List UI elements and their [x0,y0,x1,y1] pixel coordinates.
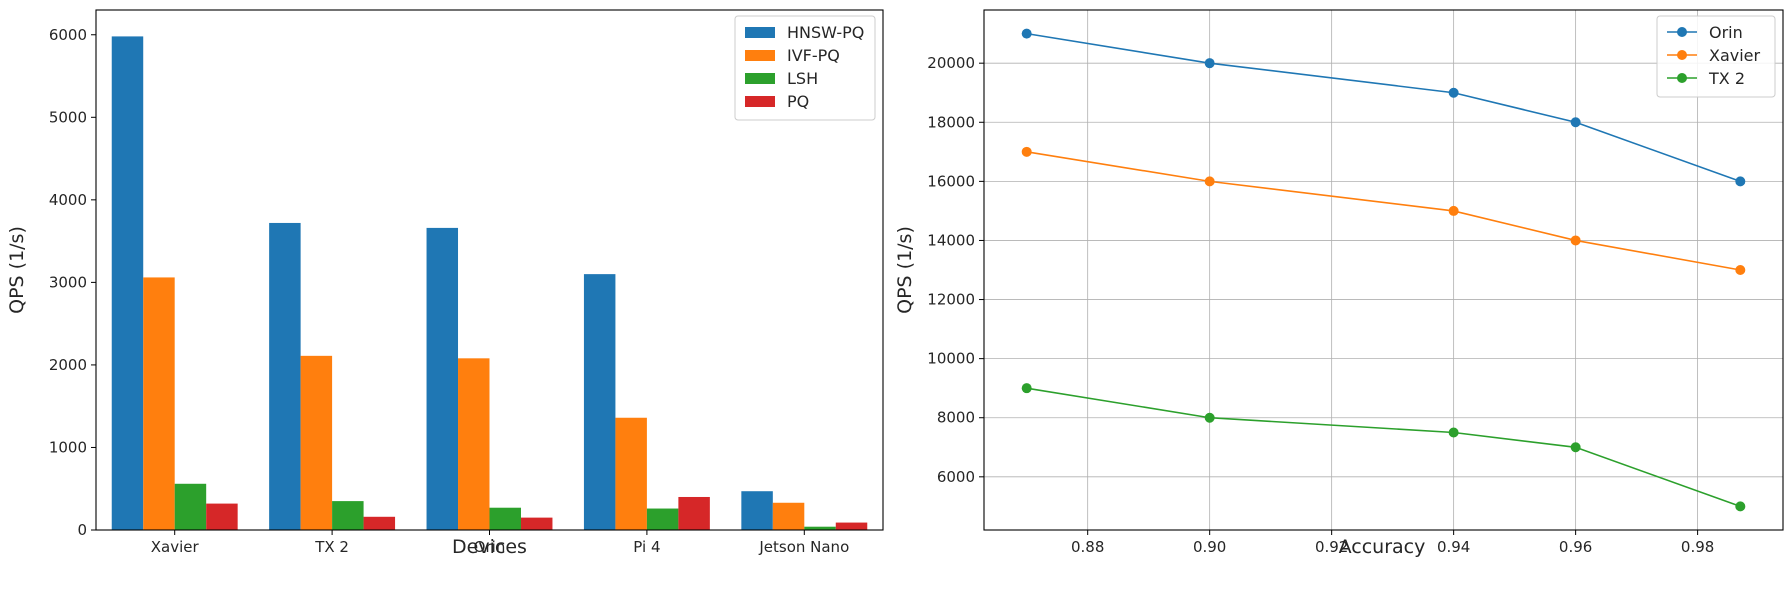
line-y-tick-label: 6000 [937,468,975,486]
bar-legend-swatch-hnsw-pq [745,27,775,38]
line-point-xavier [1570,235,1581,246]
line-grid [984,10,1783,530]
line-point-xavier [1021,146,1032,157]
bar-legend-swatch-pq [745,96,775,107]
line-point-tx-2 [1204,412,1215,423]
line-y-ticks: 6000 8000 10000 12000 14000 16000 18000 20000 [927,54,984,486]
line-legend-marker-xavier [1677,50,1687,60]
line-point-xavier [1448,205,1459,216]
bar-lsh-jetson-nano [804,526,836,530]
line-y-tick-label: 8000 [937,409,975,427]
bar-y-tick-label: 3000 [49,273,87,291]
bar-legend-label: HNSW-PQ [787,23,864,42]
bar-lsh-tx-2 [332,501,364,530]
line-point-tx-2 [1570,442,1581,453]
line-y-axis-title: QPS (1/s) [894,226,916,314]
line-x-tick-label: 0.92 [1315,538,1348,556]
line-x-tick-label: 0.98 [1681,538,1714,556]
bar-legend-swatch-ivf-pq [745,50,775,61]
bar-hnsw-pq-jetson-nano [741,491,773,530]
bar-x-ticks: Xavier TX 2 Orin Pi 4 Jetson Nano [151,530,849,556]
bar-hnsw-pq-orin [426,227,459,530]
bar-pq-tx-2 [363,516,396,530]
line-marks [1021,28,1746,512]
line-x-ticks: 0.88 0.90 0.92 0.94 0.96 0.98 [1071,530,1714,556]
bar-pq-jetson-nano [835,522,868,530]
bar-legend-label: PQ [787,92,809,111]
line-point-orin [1021,28,1032,39]
line-point-orin [1204,58,1215,69]
line-x-tick-label: 0.88 [1071,538,1104,556]
bar-x-tick-label: Xavier [151,538,200,556]
line-point-orin [1570,117,1581,128]
bar-lsh-orin [489,507,521,530]
bar-legend: HNSW-PQ IVF-PQ LSH PQ [734,15,876,121]
bar-hnsw-pq-xavier [111,36,144,530]
line-point-xavier [1735,265,1746,275]
bar-lsh-pi-4 [646,508,679,530]
line-point-orin [1735,176,1746,187]
bar-y-tick-label: 4000 [49,191,87,209]
bar-x-tick-label: TX 2 [314,538,349,556]
bar-legend-swatch-lsh [745,73,775,84]
bar-y-tick-label: 5000 [49,108,87,126]
line-legend-marker-orin [1677,27,1687,37]
line-legend-label: TX 2 [1708,69,1745,88]
line-y-tick-label: 16000 [927,172,975,190]
bar-hnsw-pq-pi-4 [583,274,616,530]
bar-ivf-pq-orin [458,358,490,530]
bar-hnsw-pq-tx-2 [269,222,301,530]
bar-y-tick-label: 2000 [49,356,87,374]
line-plot-frame [983,9,1784,531]
bar-x-tick-label: Jetson Nano [758,538,849,556]
bar-y-tick-label: 1000 [49,438,87,456]
bar-legend-label: IVF-PQ [787,46,840,65]
bar-y-ticks: 0 1000 2000 3000 4000 5000 6000 [49,26,96,539]
bar-pq-orin [520,517,553,530]
bar-x-tick-label: Orin [474,538,506,556]
line-x-axis-title: Accuracy [1339,536,1426,558]
bar-ivf-pq-tx-2 [300,355,333,530]
line-x-tick-label: 0.90 [1193,538,1226,556]
line-y-tick-label: 18000 [927,113,975,131]
line-legend-label: Xavier [1709,46,1761,65]
line-point-tx-2 [1735,501,1746,512]
line-chart: 6000 8000 10000 12000 14000 16000 18000 20000 0… [894,9,1784,558]
bar-chart: 0 1000 2000 3000 4000 5000 6000 Xavier TX 2 Orin… [6,9,884,558]
line-x-tick-label: 0.94 [1437,538,1470,556]
bar-marks [111,36,868,530]
line-point-tx-2 [1021,383,1032,394]
bar-legend-label: LSH [787,69,818,88]
line-legend: Orin Xavier TX 2 [1656,15,1776,98]
line-legend-marker-tx-2 [1677,73,1687,83]
line-y-tick-label: 12000 [927,291,975,309]
bar-x-tick-label: Pi 4 [633,538,660,556]
bar-pq-pi-4 [678,496,710,530]
line-y-tick-label: 10000 [927,350,975,368]
line-y-tick-label: 20000 [927,54,975,72]
bar-ivf-pq-jetson-nano [772,502,805,530]
bar-y-tick-label: 6000 [49,26,87,44]
line-legend-label: Orin [1709,23,1743,42]
bar-y-axis-title: QPS (1/s) [6,226,28,314]
bar-ivf-pq-xavier [143,277,175,530]
bar-x-axis-title: Devices [452,536,527,558]
line-point-xavier [1204,176,1215,187]
line-point-tx-2 [1448,427,1459,438]
bar-legend-box [734,15,876,121]
bar-y-tick-label: 0 [77,521,87,539]
line-point-orin [1448,87,1459,98]
bar-pq-xavier [206,503,238,530]
bar-lsh-xavier [174,483,207,530]
bar-ivf-pq-pi-4 [615,417,647,530]
line-y-tick-label: 14000 [927,231,975,249]
line-x-tick-label: 0.96 [1559,538,1592,556]
